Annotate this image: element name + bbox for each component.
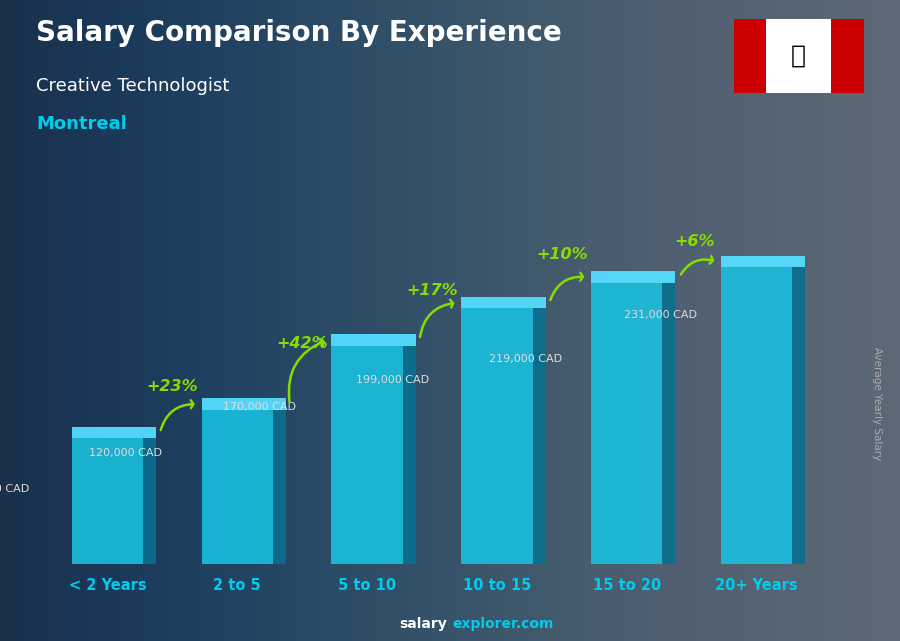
Text: 219,000 CAD: 219,000 CAD [489, 354, 562, 363]
Bar [591, 271, 675, 283]
Bar [662, 283, 675, 564]
Bar [72, 438, 143, 564]
Bar [202, 410, 273, 564]
Bar [832, 19, 864, 93]
Text: +10%: +10% [536, 247, 588, 262]
Text: 170,000 CAD: 170,000 CAD [222, 402, 296, 412]
Text: Montreal: Montreal [36, 115, 127, 133]
Bar [461, 308, 533, 564]
Text: salary: salary [400, 617, 447, 631]
Bar [331, 334, 416, 345]
Text: +42%: +42% [276, 337, 328, 351]
Bar [72, 427, 156, 438]
Text: Average Yearly Salary: Average Yearly Salary [872, 347, 883, 460]
Text: Salary Comparison By Experience: Salary Comparison By Experience [36, 19, 562, 47]
Text: 231,000 CAD: 231,000 CAD [624, 310, 697, 320]
Bar [143, 438, 156, 564]
Text: 120,000 CAD: 120,000 CAD [89, 448, 162, 458]
Bar [734, 19, 766, 93]
Bar [792, 267, 806, 564]
Text: +23%: +23% [147, 379, 198, 394]
Bar [533, 308, 545, 564]
Text: 97,800 CAD: 97,800 CAD [0, 484, 30, 494]
Text: +17%: +17% [406, 283, 458, 297]
Bar [331, 345, 403, 564]
Bar [591, 283, 662, 564]
Text: 199,000 CAD: 199,000 CAD [356, 375, 429, 385]
Bar [461, 297, 545, 308]
Bar [202, 398, 286, 410]
Text: explorer.com: explorer.com [453, 617, 554, 631]
Bar [721, 267, 792, 564]
Text: 🍁: 🍁 [791, 44, 806, 68]
Text: +6%: +6% [674, 234, 715, 249]
Bar [403, 345, 416, 564]
Bar [721, 256, 806, 267]
Text: Creative Technologist: Creative Technologist [36, 77, 230, 95]
Bar [273, 410, 286, 564]
